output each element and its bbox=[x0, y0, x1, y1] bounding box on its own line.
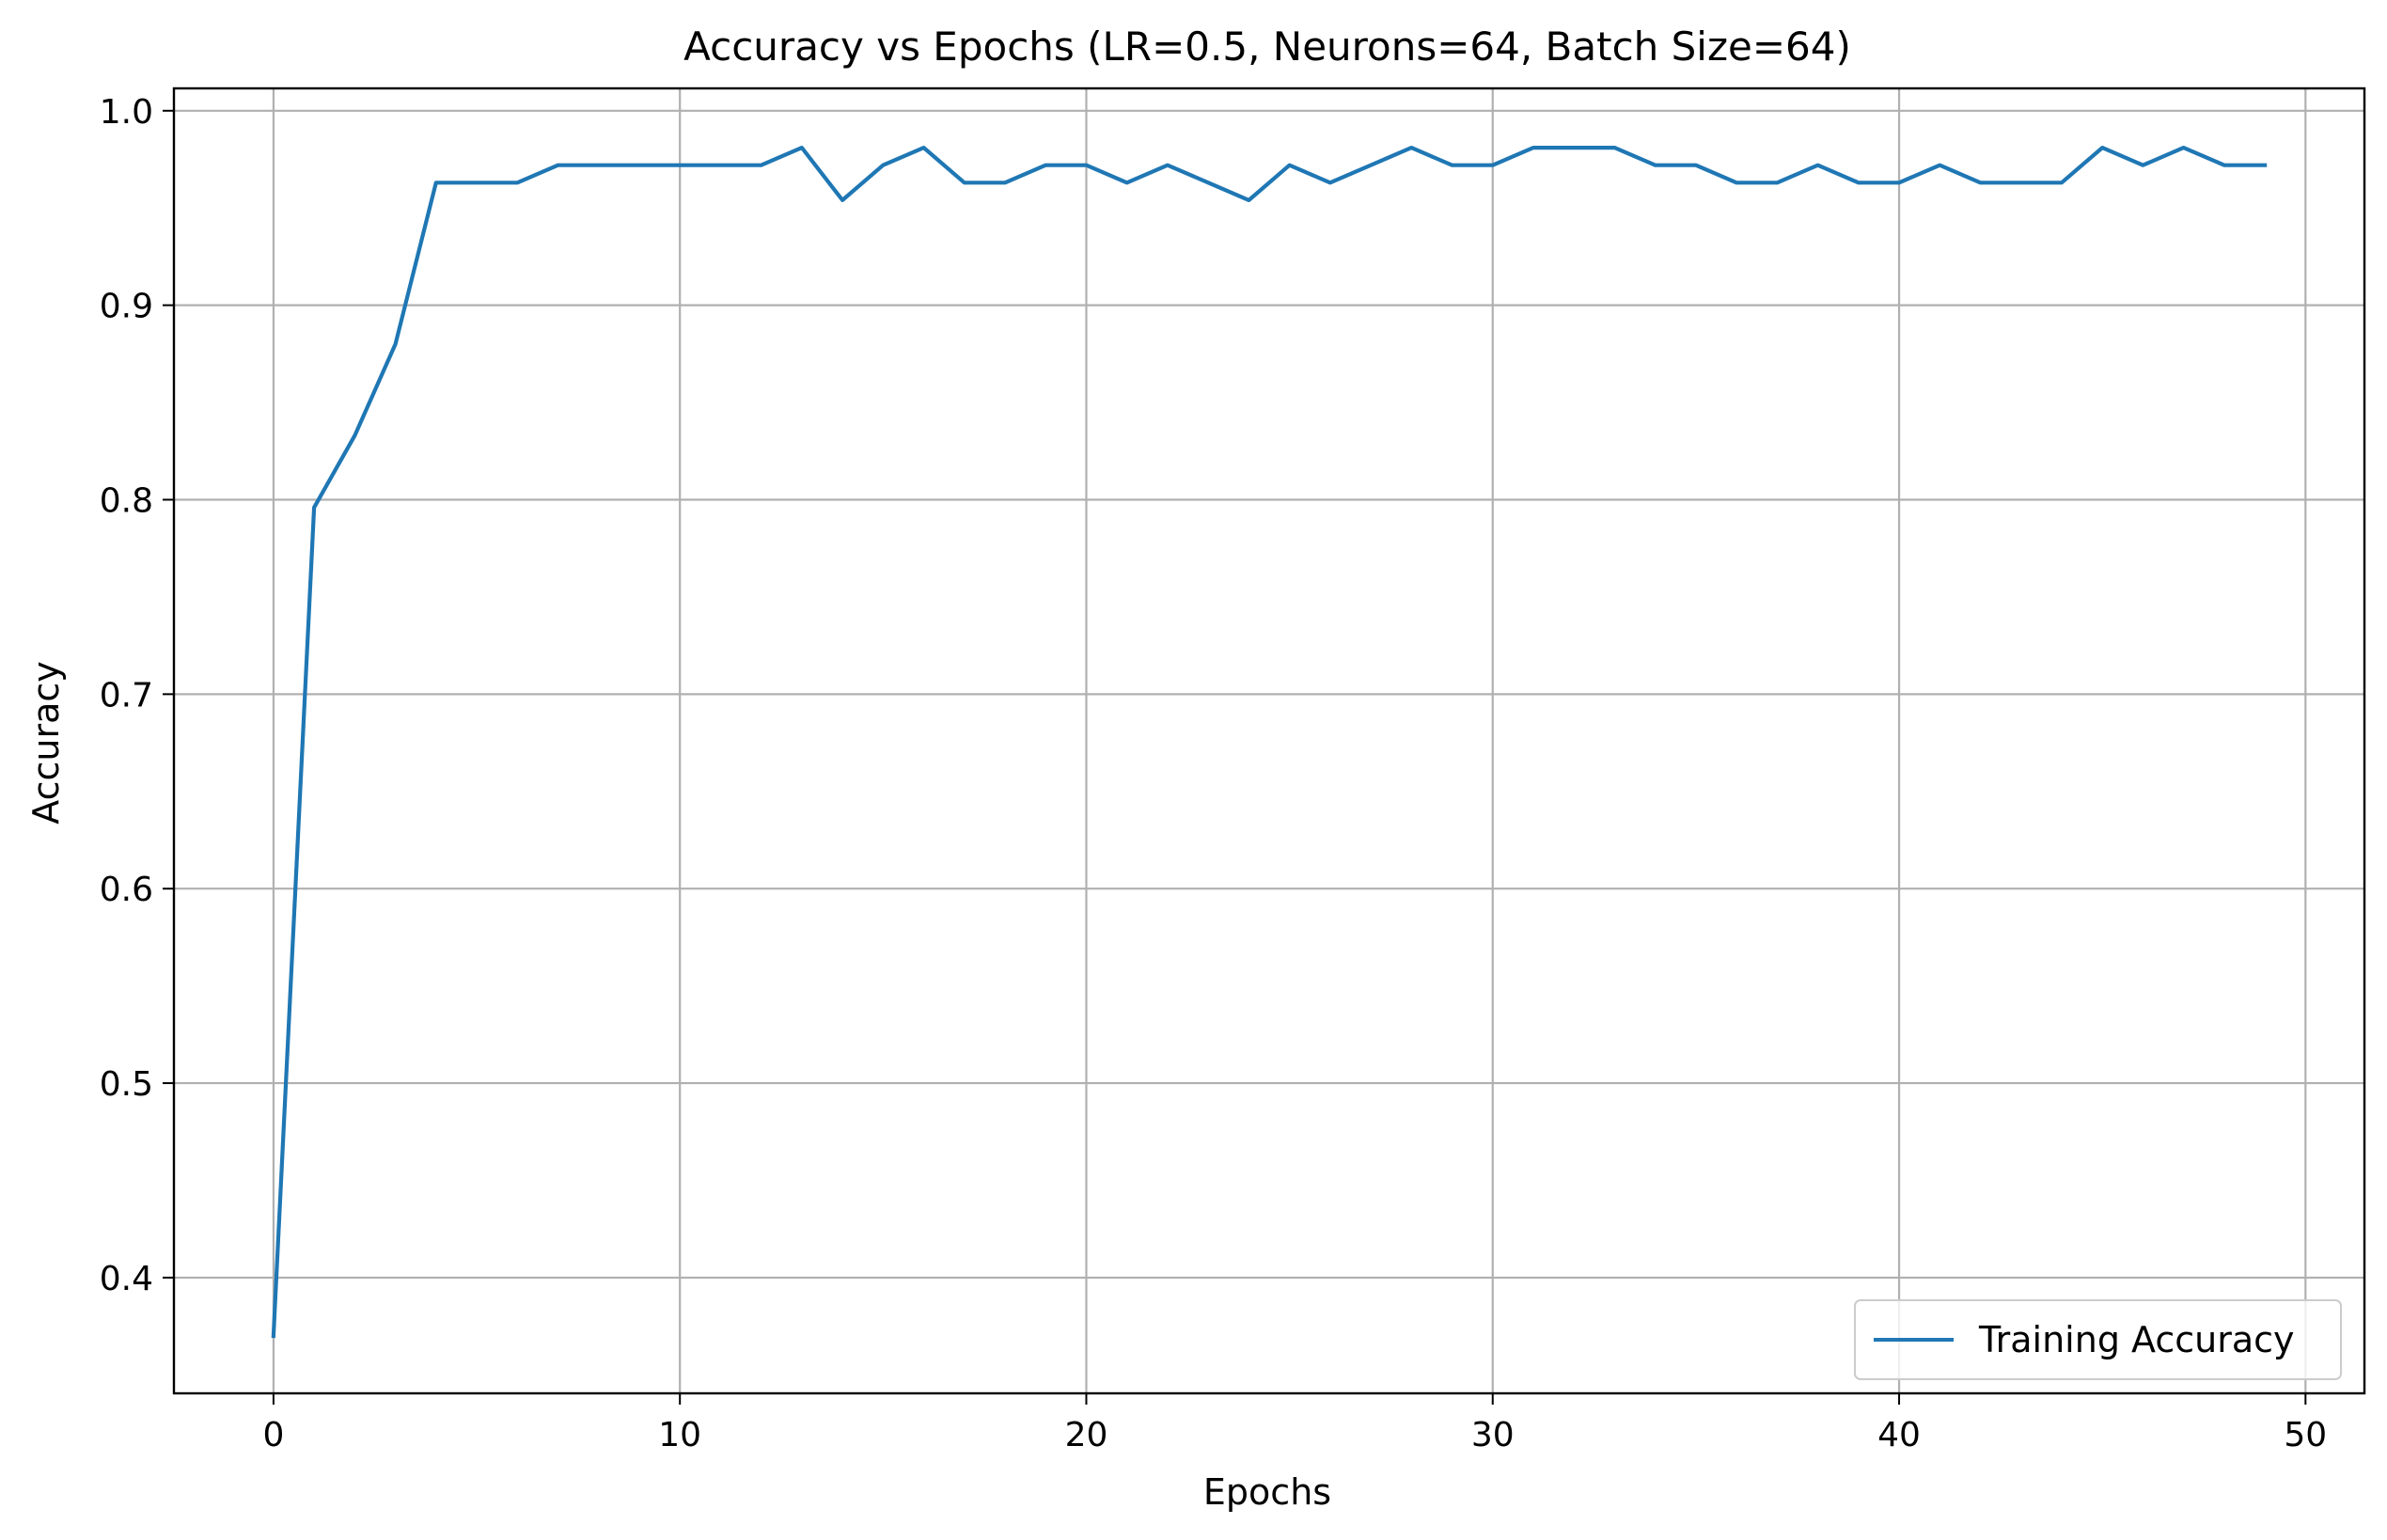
y-tick-label: 0.6 bbox=[100, 871, 153, 909]
x-tick-label: 50 bbox=[2284, 1416, 2327, 1454]
legend-box bbox=[1854, 1299, 2342, 1380]
y-tick-label: 0.7 bbox=[100, 676, 153, 715]
y-axis-label: Accuracy bbox=[25, 661, 67, 825]
y-tick-label: 0.5 bbox=[100, 1065, 153, 1104]
series-line-training-accuracy bbox=[271, 146, 2268, 1339]
x-axis-label: Epochs bbox=[1203, 1471, 1331, 1513]
legend-label: Training Accuracy bbox=[1978, 1319, 2295, 1360]
y-tick-label: 0.8 bbox=[100, 481, 153, 520]
x-tick-label: 0 bbox=[262, 1416, 284, 1454]
y-tick-label: 1.0 bbox=[100, 93, 153, 132]
y-tick-label: 0.9 bbox=[100, 288, 153, 326]
y-tick-label: 0.4 bbox=[100, 1260, 153, 1298]
plot-frame bbox=[172, 86, 2366, 1395]
x-tick-label: 10 bbox=[658, 1416, 701, 1454]
x-tick-label: 30 bbox=[1471, 1416, 1515, 1454]
x-tick-label: 40 bbox=[1877, 1416, 1921, 1454]
chart-title: Accuracy vs Epochs (LR=0.5, Neurons=64, … bbox=[683, 24, 1851, 70]
ticks-layer: 0 10 20 30 40 50 0.4 0.5 0.6 0.7 0.8 0.9 1.0 bbox=[100, 93, 2327, 1454]
series-layer bbox=[271, 146, 2268, 1339]
x-tick-label: 20 bbox=[1065, 1416, 1108, 1454]
grid-layer bbox=[174, 88, 2364, 1393]
legend: Training Accuracy bbox=[1854, 1299, 2342, 1380]
